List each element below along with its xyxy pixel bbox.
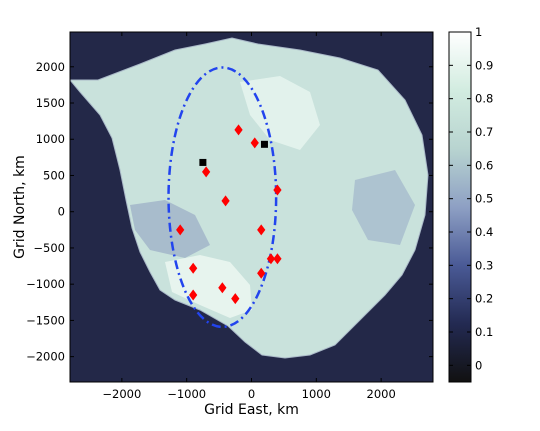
colorbar-frame (448, 31, 472, 383)
y-tick-label: 0 (58, 205, 65, 219)
diamond-marker (189, 289, 198, 301)
colorbar-tick-label: 1 (475, 25, 482, 39)
diamond-marker (257, 224, 266, 236)
y-tick-label: 1500 (36, 96, 65, 110)
diamond-marker (202, 166, 211, 178)
diamond-marker (231, 293, 240, 305)
diamond-marker (218, 282, 227, 294)
y-tick-label: −1500 (26, 313, 65, 327)
colorbar-tick-label: 0.6 (475, 158, 493, 172)
diamond-marker (176, 224, 185, 236)
colorbar-ticks: 0 0.1 0.2 0.3 0.4 0.5 0.6 0.7 0.8 0.9 1 (449, 25, 493, 372)
colorbar-tick-label: 0.2 (475, 292, 493, 306)
y-tick-label: −2000 (26, 350, 65, 364)
colorbar-fill (449, 32, 471, 382)
colorbar-tick-label: 0.3 (475, 258, 493, 272)
diamond-marker (234, 124, 243, 136)
colorbar-tick-label: 0.4 (475, 225, 493, 239)
colorbar-tick-label: 0 (475, 358, 482, 372)
y-tick-label: 2000 (36, 60, 65, 74)
diamond-marker (189, 262, 198, 274)
colorbar-tick-label: 0.5 (475, 192, 493, 206)
ice-shelf-bright (165, 255, 252, 318)
diamond-marker (221, 195, 230, 207)
x-tick-label: −2000 (102, 387, 141, 401)
square-marker (199, 158, 207, 166)
colorbar-tick-label: 0.9 (475, 58, 493, 72)
colorbar-tick-label: 0.1 (475, 325, 493, 339)
colorbar: 0 0.1 0.2 0.3 0.4 0.5 0.6 0.7 0.8 0.9 1 (448, 25, 493, 383)
colorbar-tick-label: 0.8 (475, 92, 493, 106)
map-panel: −2000 −1000 0 1000 2000 −2000 −1500 −1000 −500 0… (12, 31, 434, 418)
x-axis-label: Grid East, km (204, 402, 299, 418)
y-tick-label: 1000 (36, 132, 65, 146)
x-tick-label: 0 (248, 387, 255, 401)
y-tick-label: −1000 (26, 277, 65, 291)
x-tick-label: 1000 (302, 387, 331, 401)
antarctica-ice-sheet (70, 37, 429, 359)
ice-interior-dark-2 (352, 170, 415, 245)
diamond-marker (250, 137, 259, 149)
diamond-marker (266, 253, 276, 265)
diamond-marker (273, 184, 282, 196)
square-marker (260, 140, 268, 148)
x-tick-label: −1000 (167, 387, 206, 401)
diamond-marker (257, 267, 266, 279)
dash-dot-ellipse (167, 66, 278, 329)
x-axis-ticks: −2000 −1000 0 1000 2000 (102, 32, 396, 401)
diamond-marker (273, 253, 282, 265)
x-tick-label: 2000 (367, 387, 396, 401)
y-axis-label: Grid North, km (12, 155, 28, 259)
marker-layer (176, 124, 282, 305)
colorbar-tick-label: 0.7 (475, 125, 493, 139)
ice-shelf-bright-2 (240, 76, 320, 150)
y-tick-label: −500 (33, 241, 65, 255)
y-tick-label: 500 (43, 168, 65, 182)
y-axis-ticks: −2000 −1500 −1000 −500 0 500 1000 1500 2000 (26, 60, 433, 364)
